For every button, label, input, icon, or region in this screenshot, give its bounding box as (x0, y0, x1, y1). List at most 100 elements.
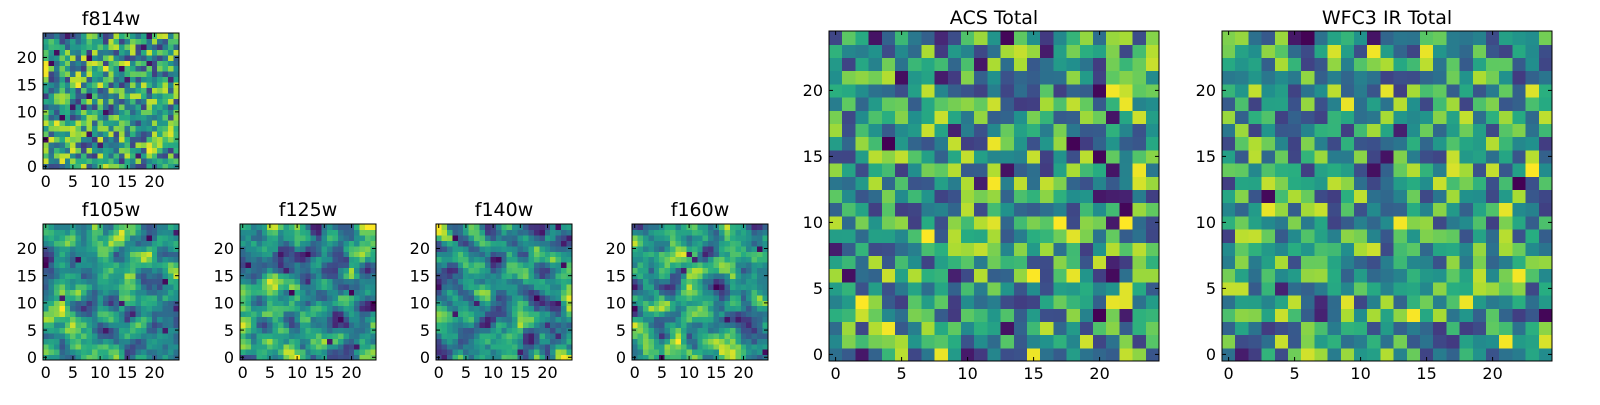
heatmap-cell (119, 33, 126, 40)
heatmap-cell (53, 60, 60, 67)
heatmap-cell (648, 240, 655, 247)
heatmap-cell (735, 234, 742, 241)
heatmap-cell (517, 278, 524, 285)
heatmap-cell (1106, 57, 1120, 72)
heatmap-cell (135, 294, 142, 301)
heatmap-cell (751, 332, 758, 339)
heatmap-cell (97, 251, 104, 258)
heatmap-cell (724, 234, 731, 241)
heatmap-cell (140, 311, 147, 318)
heatmap-cell (961, 242, 975, 256)
heatmap-cell (348, 289, 355, 296)
heatmap-cell (724, 321, 731, 328)
heatmap-cell (961, 97, 975, 111)
heatmap-cell (961, 268, 975, 283)
heatmap-cell (1040, 229, 1054, 243)
heatmap-cell (321, 349, 328, 356)
heatmap-cell (479, 316, 486, 323)
heatmap-cell (59, 114, 66, 121)
heatmap-cell (868, 31, 883, 45)
heatmap-cell (1261, 308, 1276, 322)
heatmap-cell (947, 347, 962, 362)
heatmap-cell (119, 125, 126, 132)
heatmap-cell (1301, 321, 1315, 336)
heatmap-cell (881, 70, 896, 85)
heatmap-cell (162, 141, 169, 148)
heatmap-cell (108, 321, 115, 328)
heatmap-cell (53, 267, 60, 274)
heatmap-cell (735, 278, 742, 285)
heatmap-cell (544, 283, 551, 290)
heatmap-cell (86, 289, 93, 296)
heatmap-cell (1340, 215, 1355, 230)
heatmap-cell (1433, 123, 1447, 138)
heatmap-cell (168, 81, 175, 88)
heatmap-cell (81, 224, 88, 231)
heatmap-cell (921, 136, 936, 151)
heatmap-cell (135, 251, 142, 258)
heatmap-cell (506, 327, 513, 334)
heatmap-cell (146, 251, 153, 258)
heatmap-cell (43, 343, 50, 350)
heatmap-cell (441, 327, 448, 334)
heatmap-cell (1235, 57, 1249, 72)
heatmap-cell (908, 136, 922, 151)
heatmap-cell (686, 251, 693, 258)
heatmap-cell (1000, 110, 1015, 124)
heatmap-cell (1132, 334, 1147, 349)
heatmap-cell (895, 334, 909, 349)
heatmap-cell (1013, 110, 1028, 124)
heatmap-cell (97, 87, 104, 94)
heatmap-cell (348, 262, 355, 269)
heatmap-cell (1367, 110, 1381, 124)
heatmap-cell (868, 97, 883, 111)
heatmap-cell (348, 311, 355, 318)
heatmap-cell (637, 327, 644, 334)
heatmap-cell (168, 262, 175, 269)
heatmap-cell (539, 262, 546, 269)
heatmap-cell (272, 338, 279, 345)
heatmap-cell (659, 229, 666, 236)
heatmap-cell (135, 262, 142, 269)
heatmap-cell (151, 343, 158, 350)
heatmap-cell (53, 354, 60, 361)
heatmap-cell (370, 349, 377, 356)
heatmap-cell (463, 272, 470, 279)
heatmap-cell (757, 327, 764, 334)
heatmap-cell (1261, 229, 1276, 243)
heatmap-cell (119, 92, 126, 99)
heatmap-cell (729, 294, 736, 301)
heatmap-cell (517, 349, 524, 356)
heatmap-cell (157, 240, 164, 247)
heatmap-cell (119, 256, 126, 263)
heatmap-cell (446, 283, 453, 290)
heatmap-cell (479, 256, 486, 263)
heatmap-cell (327, 316, 334, 323)
heatmap-cell (895, 163, 909, 177)
heatmap-cell (566, 234, 573, 241)
heatmap-cell (124, 343, 131, 350)
heatmap-cell (1013, 295, 1028, 309)
heatmap-cell (86, 163, 93, 170)
heatmap-cell (1093, 229, 1107, 243)
heatmap-cell (697, 321, 704, 328)
heatmap-cell (702, 272, 709, 279)
heatmap-cell (555, 256, 562, 263)
heatmap-cell (332, 349, 339, 356)
heatmap-cell (908, 70, 922, 85)
heatmap-cell (283, 272, 290, 279)
heatmap-cell (119, 343, 126, 350)
heatmap-cell (729, 300, 736, 307)
heatmap-cell (130, 316, 137, 323)
heatmap-cell (173, 311, 180, 318)
heatmap-cell (261, 283, 268, 290)
heatmap-cell (81, 120, 88, 127)
heatmap-cell (680, 311, 687, 318)
heatmap-cell (868, 295, 883, 309)
heatmap-cell (305, 283, 312, 290)
heatmap-cell (533, 289, 540, 296)
heatmap-cell (1367, 347, 1381, 362)
heatmap-cell (261, 300, 268, 307)
heatmap-cell (365, 234, 372, 241)
heatmap-cell (168, 300, 175, 307)
